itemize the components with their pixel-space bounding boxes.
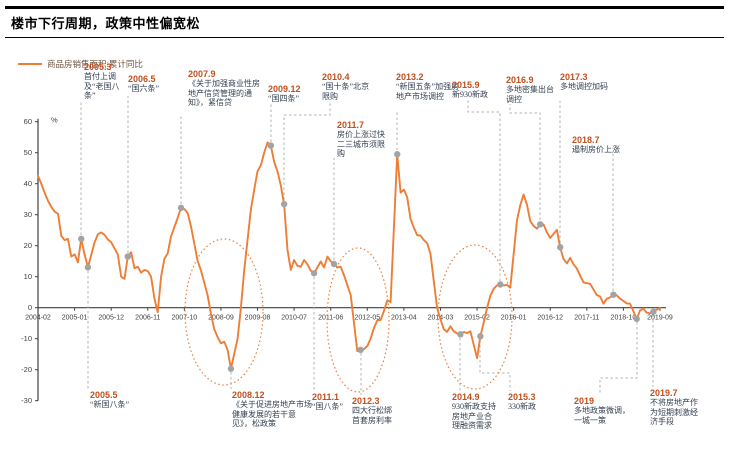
event-dot-2008.12 — [227, 365, 235, 372]
cycle-ellipse-3 — [437, 244, 513, 390]
y-tick-label: -20 — [21, 365, 32, 374]
event-dot-2015.3 — [477, 333, 484, 340]
event-dot-2007.9 — [177, 204, 185, 212]
x-tick-label: 2004-02 — [25, 315, 51, 322]
x-tick-label: 2009-08 — [245, 315, 271, 322]
event-dot-2014.9 — [457, 331, 464, 338]
y-tick-label: 50 — [24, 148, 32, 157]
x-tick-label: 2016-12 — [537, 315, 563, 322]
annotation-connector-2016.9 — [509, 104, 541, 220]
y-tick-label: -10 — [21, 334, 32, 343]
cycle-ellipse-2 — [326, 247, 390, 393]
page-title: 楼市下行周期，政策中性偏宽松 — [11, 16, 201, 31]
x-tick-label: 2007-10 — [172, 315, 198, 322]
x-tick-label: 2017-11 — [574, 315, 599, 322]
x-tick-label: 2006-11 — [135, 315, 160, 322]
y-tick-label: 60 — [24, 117, 32, 126]
annotation-connector-2015.9 — [467, 100, 501, 281]
x-tick-label: 2019-09 — [647, 315, 673, 322]
y-tick-label: -30 — [21, 396, 32, 405]
y-tick-label: 40 — [24, 179, 32, 188]
y-tick-label: 30 — [24, 210, 32, 219]
event-dot-2011.1 — [310, 270, 318, 277]
x-tick-label: 2008-09 — [208, 315, 234, 322]
annotation-connector-2019 — [599, 322, 638, 395]
y-tick-label: 0 — [28, 303, 32, 312]
event-dot-2010.4 — [280, 200, 288, 208]
annotation-connector-2010.4 — [283, 101, 331, 200]
event-dot-2011.7 — [330, 260, 338, 268]
event-dot-2017.3 — [557, 244, 564, 251]
x-tick-label: 2005-01 — [62, 315, 88, 322]
x-tick-label: 2012-05 — [354, 315, 380, 322]
event-dot-2019.7 — [650, 308, 657, 315]
event-dot-2006.5 — [124, 253, 132, 260]
x-tick-label: 2011-06 — [318, 315, 343, 322]
legend-label: 商品房销售面积:累计同比 — [47, 59, 143, 69]
series-line — [37, 141, 661, 370]
cycle-ellipse-1 — [184, 238, 264, 386]
event-dot-2018.7 — [610, 291, 617, 298]
x-tick-label: 2010-07 — [281, 315, 307, 322]
report-header: 楼市下行周期，政策中性偏宽松 — [5, 6, 724, 38]
event-dot-2005.3 — [78, 235, 85, 243]
annotation-connector-2015.3 — [479, 340, 511, 391]
x-tick-label: 2005-12 — [98, 315, 124, 322]
x-tick-label: 2018-10 — [611, 315, 637, 322]
event-dot-2013.2 — [394, 151, 401, 158]
x-tick-label: 2015-02 — [464, 315, 490, 322]
y-tick-label: 20 — [24, 241, 32, 250]
legend-line-swatch — [18, 63, 42, 65]
x-tick-label: 2013-04 — [391, 315, 417, 322]
event-dot-2005.5 — [84, 264, 92, 271]
event-dot-2012.3 — [357, 346, 364, 354]
event-dot-2009.12 — [267, 142, 275, 149]
chart-legend: 商品房销售面积:累计同比 — [18, 58, 143, 70]
event-dot-2016.9 — [537, 221, 544, 228]
event-dot-2019 — [633, 315, 640, 323]
y-tick-label: 10 — [24, 272, 32, 281]
y-axis-unit: % — [51, 116, 58, 125]
event-dot-2015.9 — [497, 281, 504, 288]
x-tick-label: 2016-01 — [501, 315, 527, 322]
